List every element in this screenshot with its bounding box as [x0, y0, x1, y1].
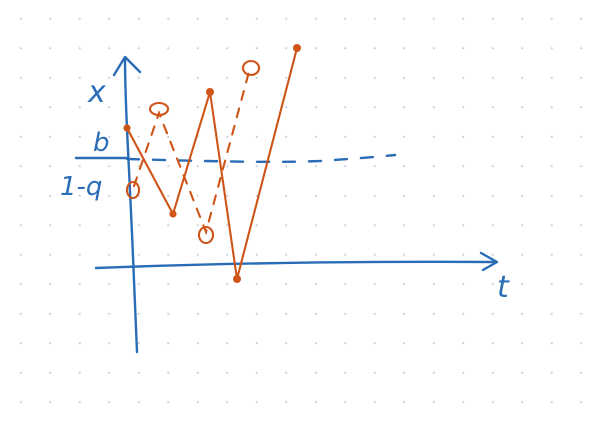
solid-point-2	[169, 210, 177, 218]
x-axis-label: t	[497, 270, 510, 305]
solid-point-5	[293, 44, 301, 52]
x-axis	[94, 260, 498, 270]
dashed-point-4	[241, 59, 261, 77]
threshold-denominator: 1-q	[60, 172, 102, 202]
solid-trajectory	[125, 46, 299, 281]
solid-point-3	[206, 88, 214, 96]
y-axis-arrowhead	[112, 55, 142, 77]
solid-point-4	[233, 275, 241, 283]
y-axis	[123, 56, 139, 354]
dashed-point-2	[148, 101, 170, 117]
dashed-point-1	[125, 180, 141, 200]
threshold-numerator: b	[93, 128, 110, 158]
y-axis-label: x	[87, 75, 106, 110]
x-axis-arrowhead	[479, 251, 499, 272]
dashed-point-3	[197, 225, 215, 245]
dashed-trajectory	[132, 66, 252, 236]
solid-point-1	[123, 124, 131, 132]
threshold-dashed-line	[125, 153, 397, 164]
